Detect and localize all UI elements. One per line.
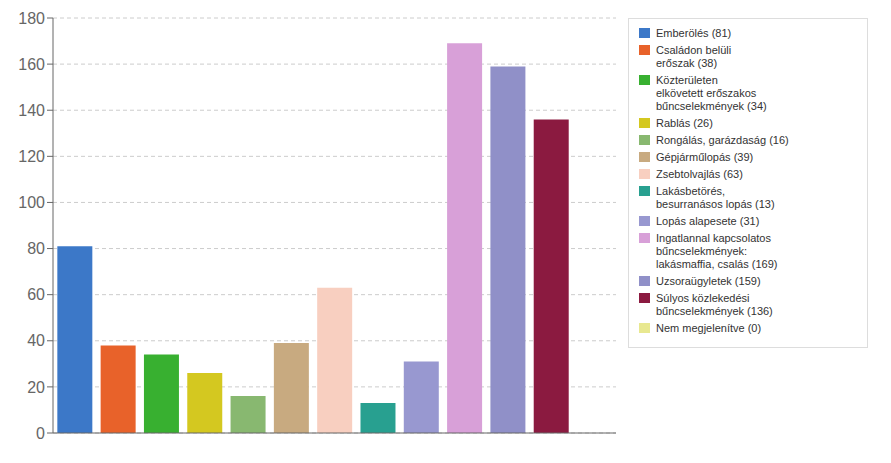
html-text:Rongálás, garázdaság (16): Rongálás, garázdaság (16) xyxy=(656,134,789,146)
svg-text:100: 100 xyxy=(18,194,45,211)
svg-text:140: 140 xyxy=(18,102,45,119)
svg-text:60: 60 xyxy=(27,286,45,303)
html-text:Rablás (26): Rablás (26) xyxy=(656,117,713,129)
svg-text:80: 80 xyxy=(27,240,45,257)
html-text:Nem megjelenítve (0): Nem megjelenítve (0) xyxy=(656,322,762,334)
html-text:Emberölés (81): Emberölés (81) xyxy=(656,27,732,39)
svg-text:40: 40 xyxy=(27,332,45,349)
svg-text:20: 20 xyxy=(27,379,45,396)
svg-text:0: 0 xyxy=(36,425,45,442)
html-text:Súlyos közlekedési bűncselekmé: Súlyos közlekedési bűncselekmények (136) xyxy=(656,292,773,317)
html-text:Közterületen elkövetett erősza: Közterületen elkövetett erőszakos bűncse… xyxy=(656,74,767,112)
svg-text:180: 180 xyxy=(18,10,45,27)
html-text:Uzsoraügyletek (159): Uzsoraügyletek (159) xyxy=(656,275,761,287)
html-text:Zsebtolvajlás (63): Zsebtolvajlás (63) xyxy=(656,168,743,180)
html-text:Lakásbetörés, besurranásos lop: Lakásbetörés, besurranásos lopás (13) xyxy=(656,185,775,210)
svg-text:120: 120 xyxy=(18,148,45,165)
html-text:Családon belüli erőszak (38): Családon belüli erőszak (38) xyxy=(656,44,732,69)
svg-text:160: 160 xyxy=(18,56,45,73)
html-text:Gépjárműlopás (39): Gépjárműlopás (39) xyxy=(656,151,754,163)
html-text:Lopás alapesete (31): Lopás alapesete (31) xyxy=(656,215,760,227)
html-text:Ingatlannal kapcsolatos bűncse: Ingatlannal kapcsolatos bűncselekmények:… xyxy=(656,232,778,270)
